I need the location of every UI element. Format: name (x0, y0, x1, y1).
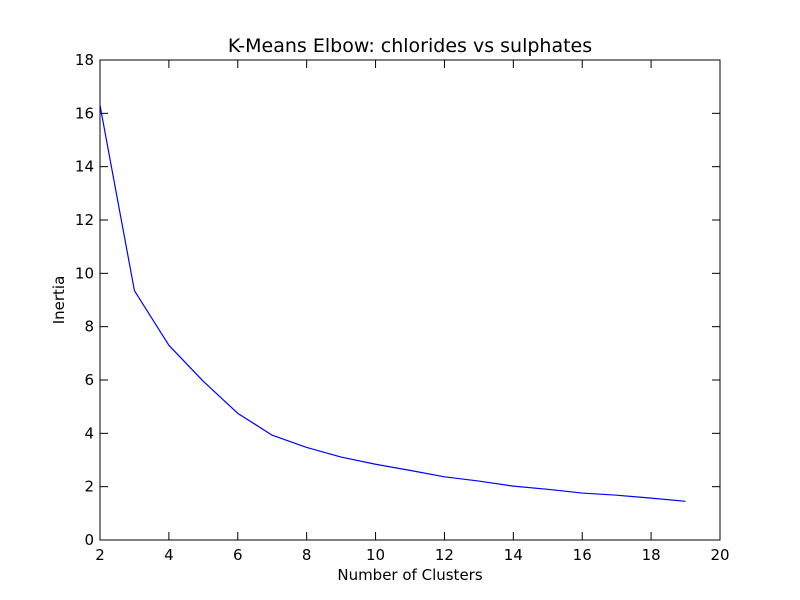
y-tick-label: 6 (84, 371, 94, 389)
plot-frame (99, 59, 721, 541)
y-tick-label: 4 (84, 424, 94, 442)
y-tick-label: 2 (84, 478, 94, 496)
y-tick-label: 8 (84, 318, 94, 336)
y-tick-label: 10 (75, 264, 94, 282)
x-tick-label: 14 (504, 546, 523, 564)
x-tick-label: 8 (302, 546, 312, 564)
x-tick-label: 6 (233, 546, 243, 564)
x-tick-label: 20 (710, 546, 729, 564)
x-tick-label: 12 (435, 546, 454, 564)
y-tick-label: 16 (75, 104, 94, 122)
x-tick-label: 2 (95, 546, 105, 564)
x-tick-label: 18 (642, 546, 661, 564)
series-line-0 (99, 105, 686, 502)
x-tick-label: 4 (164, 546, 174, 564)
y-tick-label: 0 (84, 531, 94, 549)
x-axis-label: Number of Clusters (337, 566, 482, 584)
plot-area (100, 60, 720, 540)
y-tick-label: 14 (75, 158, 94, 176)
chart-title: K-Means Elbow: chlorides vs sulphates (228, 35, 592, 57)
x-tick-label: 16 (573, 546, 592, 564)
y-tick-label: 12 (75, 211, 94, 229)
y-tick-label: 18 (75, 51, 94, 69)
y-axis-label: Inertia (50, 276, 68, 325)
series-group (99, 105, 686, 502)
x-tick-label: 10 (366, 546, 385, 564)
